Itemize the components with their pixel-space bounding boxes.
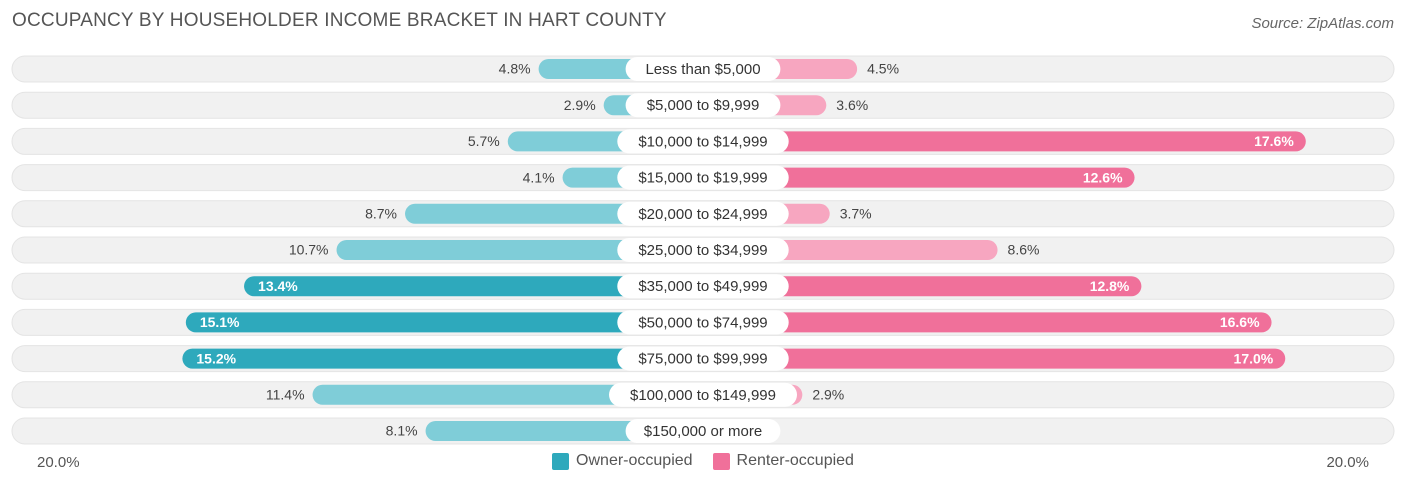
renter-value-label: 16.6% (1220, 314, 1260, 330)
owner-bar[interactable] (244, 276, 704, 297)
legend-swatch-renter (712, 452, 730, 470)
source-note: Source: ZipAtlas.com (1251, 15, 1394, 32)
category-label: $75,000 to $99,999 (638, 351, 767, 368)
owner-value-label: 13.4% (258, 278, 298, 294)
renter-value-label: 17.6% (1254, 133, 1294, 149)
category-label: $15,000 to $19,999 (638, 170, 767, 187)
legend-label-owner: Owner-occupied (576, 452, 693, 469)
chart-title: OCCUPANCY BY HOUSEHOLDER INCOME BRACKET … (12, 10, 667, 31)
category-pill (617, 310, 789, 335)
renter-bar[interactable] (703, 348, 1286, 369)
legend-item-renter[interactable]: Renter-occupied (712, 452, 854, 470)
owner-bar[interactable] (336, 240, 703, 260)
owner-value-label: 4.1% (523, 169, 555, 185)
category-pill (625, 419, 781, 443)
renter-value-label: 3.6% (836, 97, 868, 113)
category-label: $20,000 to $24,999 (638, 206, 767, 223)
renter-value-label: 8.6% (1008, 242, 1040, 258)
owner-value-label: 15.1% (200, 314, 240, 330)
owner-value-label: 11.4% (266, 387, 305, 403)
owner-value-label: 2.9% (564, 97, 596, 113)
owner-value-label: 15.2% (196, 350, 236, 366)
legend: Owner-occupied Renter-occupied (0, 452, 1406, 470)
renter-value-label: 4.5% (867, 61, 899, 77)
category-label: Less than $5,000 (645, 61, 760, 78)
owner-value-label: 4.8% (499, 61, 531, 77)
axis-left-label: 20.0% (37, 454, 80, 471)
legend-swatch-owner (552, 452, 570, 470)
renter-value-label: 2.9% (812, 387, 844, 403)
axis-right-label: 20.0% (1326, 454, 1369, 471)
owner-value-label: 8.1% (386, 423, 418, 439)
category-label: $5,000 to $9,999 (647, 97, 760, 114)
category-pill (617, 129, 789, 154)
category-pill (617, 201, 789, 226)
category-pill (617, 238, 789, 262)
category-label: $35,000 to $49,999 (638, 278, 767, 295)
renter-bar[interactable] (703, 131, 1306, 152)
renter-value-label: 12.6% (1083, 169, 1123, 185)
category-label: $100,000 to $149,999 (630, 387, 776, 404)
category-pill (609, 382, 797, 407)
renter-bar[interactable] (703, 276, 1142, 297)
category-label: $10,000 to $14,999 (638, 133, 767, 150)
renter-bar[interactable] (703, 312, 1272, 333)
owner-bar[interactable] (312, 384, 703, 405)
category-label: $25,000 to $34,999 (638, 242, 767, 259)
owner-value-label: 8.7% (365, 206, 397, 222)
category-pill (625, 57, 781, 81)
renter-value-label: 17.0% (1234, 350, 1274, 366)
owner-bar[interactable] (185, 312, 703, 333)
category-pill (617, 274, 789, 299)
legend-label-renter: Renter-occupied (736, 452, 854, 469)
owner-bar[interactable] (182, 348, 703, 369)
renter-bar[interactable] (703, 167, 1135, 188)
category-label: $50,000 to $74,999 (638, 314, 767, 331)
category-pill (625, 93, 781, 118)
legend-item-owner[interactable]: Owner-occupied (552, 452, 693, 470)
owner-value-label: 5.7% (468, 133, 500, 149)
owner-value-label: 10.7% (289, 242, 329, 258)
category-pill (617, 346, 789, 371)
category-pill (617, 165, 789, 190)
renter-value-label: 3.7% (840, 206, 872, 222)
renter-value-label: 12.8% (1090, 278, 1130, 294)
category-label: $150,000 or more (644, 423, 762, 440)
